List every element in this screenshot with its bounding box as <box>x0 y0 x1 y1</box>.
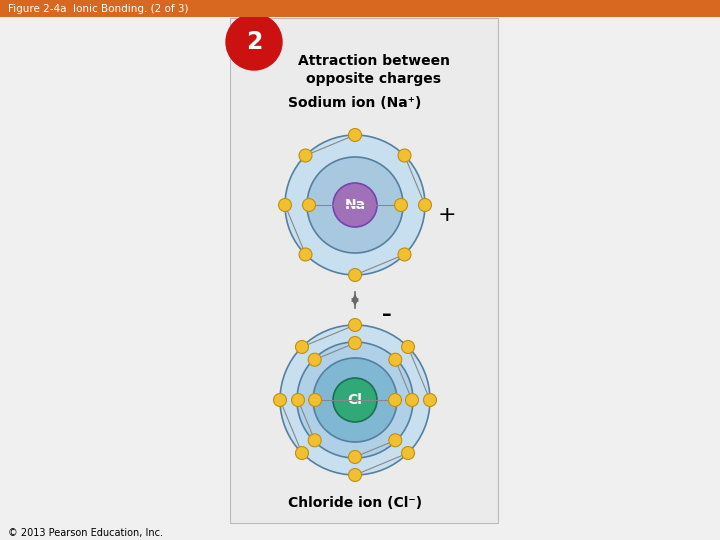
Text: +: + <box>438 205 456 225</box>
Circle shape <box>402 340 415 354</box>
Circle shape <box>389 353 402 366</box>
Circle shape <box>333 183 377 227</box>
Circle shape <box>308 434 321 447</box>
Circle shape <box>295 447 308 460</box>
Circle shape <box>307 157 403 253</box>
Circle shape <box>348 469 361 482</box>
Circle shape <box>348 450 361 463</box>
Text: Cl: Cl <box>348 393 362 407</box>
Circle shape <box>297 342 413 458</box>
Circle shape <box>295 340 308 354</box>
Circle shape <box>308 353 321 366</box>
Circle shape <box>302 199 315 212</box>
Circle shape <box>418 199 431 212</box>
Circle shape <box>389 394 402 407</box>
Circle shape <box>285 135 425 275</box>
Circle shape <box>398 149 411 162</box>
Circle shape <box>279 199 292 212</box>
Circle shape <box>402 447 415 460</box>
Circle shape <box>348 129 361 141</box>
Circle shape <box>348 268 361 281</box>
Circle shape <box>299 248 312 261</box>
Text: Chloride ion (Cl⁻): Chloride ion (Cl⁻) <box>288 496 422 510</box>
Circle shape <box>299 149 312 162</box>
Circle shape <box>313 358 397 442</box>
Circle shape <box>395 199 408 212</box>
Text: Sodium ion (Na⁺): Sodium ion (Na⁺) <box>288 96 422 110</box>
Bar <box>230 18 498 523</box>
Text: Figure 2-4a  Ionic Bonding. (2 of 3): Figure 2-4a Ionic Bonding. (2 of 3) <box>8 4 189 14</box>
Bar <box>0 0 720 17</box>
Circle shape <box>398 248 411 261</box>
Circle shape <box>274 394 287 407</box>
Circle shape <box>348 319 361 332</box>
Text: © 2013 Pearson Education, Inc.: © 2013 Pearson Education, Inc. <box>8 528 163 538</box>
Circle shape <box>405 394 418 407</box>
Circle shape <box>348 336 361 349</box>
Circle shape <box>389 434 402 447</box>
Circle shape <box>226 14 282 70</box>
Text: Na: Na <box>344 198 366 212</box>
Text: 2: 2 <box>246 30 262 54</box>
Text: Attraction between
opposite charges: Attraction between opposite charges <box>298 55 450 86</box>
Text: –: – <box>382 306 392 325</box>
Circle shape <box>280 325 430 475</box>
Circle shape <box>333 378 377 422</box>
Circle shape <box>308 394 322 407</box>
Circle shape <box>292 394 305 407</box>
Circle shape <box>423 394 436 407</box>
